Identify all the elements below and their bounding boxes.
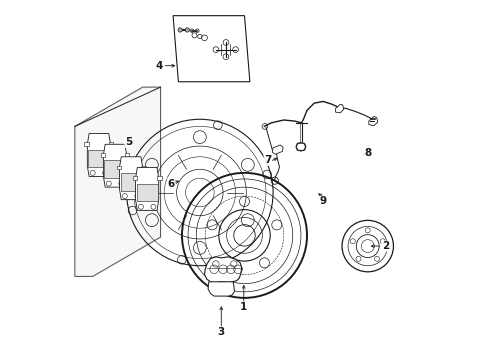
Polygon shape — [75, 87, 160, 276]
Text: 3: 3 — [217, 327, 224, 337]
Polygon shape — [204, 257, 241, 283]
Polygon shape — [124, 153, 129, 157]
Polygon shape — [135, 167, 159, 210]
Text: 8: 8 — [364, 148, 370, 158]
Polygon shape — [157, 176, 162, 180]
Text: 1: 1 — [240, 302, 247, 312]
Polygon shape — [101, 153, 105, 157]
Text: 6: 6 — [167, 179, 175, 189]
Polygon shape — [108, 143, 113, 146]
Polygon shape — [136, 184, 157, 202]
Polygon shape — [132, 176, 137, 180]
Polygon shape — [119, 157, 142, 200]
Polygon shape — [88, 150, 109, 167]
Text: 2: 2 — [381, 241, 388, 251]
Circle shape — [185, 28, 189, 32]
Polygon shape — [335, 104, 343, 113]
Text: 9: 9 — [319, 197, 326, 206]
Polygon shape — [116, 166, 121, 169]
Polygon shape — [103, 144, 126, 187]
Polygon shape — [295, 143, 305, 150]
Circle shape — [178, 28, 182, 32]
Polygon shape — [121, 173, 142, 191]
Text: 5: 5 — [124, 138, 132, 148]
Polygon shape — [87, 134, 110, 176]
Polygon shape — [104, 160, 125, 178]
Text: 7: 7 — [264, 156, 271, 165]
Polygon shape — [368, 116, 377, 126]
Text: 4: 4 — [155, 61, 162, 71]
Polygon shape — [84, 143, 89, 146]
Polygon shape — [207, 282, 234, 296]
Polygon shape — [173, 16, 249, 82]
Polygon shape — [141, 166, 145, 169]
Polygon shape — [272, 145, 283, 154]
